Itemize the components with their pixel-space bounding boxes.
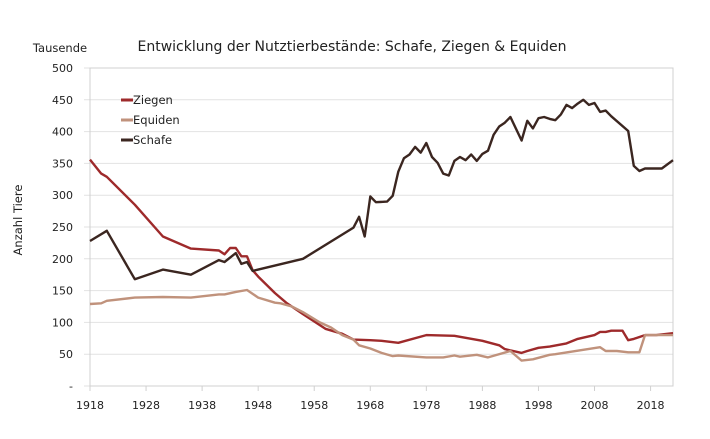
y-tick-label: 200 (52, 253, 73, 266)
x-tick-label: 2008 (581, 399, 609, 412)
series-line-ziegen (89, 158, 674, 355)
x-tick-label: 1988 (468, 399, 496, 412)
x-tick-label: 1928 (132, 399, 160, 412)
legend-swatch-schafe (121, 138, 133, 142)
x-tick-label: 1978 (412, 399, 440, 412)
x-tick-label: 1938 (188, 399, 216, 412)
x-tick-label: 1958 (300, 399, 328, 412)
y-axis-label: Anzahl Tiere (11, 185, 25, 256)
y-tick-label: 450 (52, 94, 73, 107)
legend-swatch-equiden (121, 118, 133, 122)
series-line-equiden (89, 288, 673, 362)
y-tick-label: 300 (52, 189, 73, 202)
y-tick-label: 250 (52, 221, 73, 234)
y-tick-label: 100 (52, 316, 73, 329)
legend-label: Ziegen (133, 93, 173, 107)
y-tick-label: 50 (59, 348, 73, 361)
x-tick-label: 1968 (356, 399, 384, 412)
legend-label: Equiden (133, 113, 180, 127)
y-tick-label: 500 (52, 62, 73, 75)
x-tick-label: 2018 (637, 399, 665, 412)
chart-title: Entwicklung der Nutztierbestände: Schafe… (138, 39, 567, 55)
x-tick-label: 1918 (76, 399, 104, 412)
plot-frame (89, 67, 674, 387)
series-lines (89, 98, 674, 362)
x-axis: 1918 1928 1938 1948 1958 1968 1978 1988 1998 2008… (76, 386, 665, 412)
y-tick-label: 150 (52, 285, 73, 298)
legend: Ziegen Equiden Schafe (121, 93, 180, 147)
y-unit-label: Tausende (32, 41, 87, 55)
x-tick-label: 1998 (524, 399, 552, 412)
legend-label: Schafe (133, 133, 172, 147)
x-tick-label: 1948 (244, 399, 272, 412)
y-axis: - 50 100 150 200 250 300 350 400 450 500 (52, 62, 73, 393)
series-line-schafe (89, 98, 674, 281)
y-tick-label: 400 (52, 126, 73, 139)
y-tick-label: 350 (52, 157, 73, 170)
y-tick-label: - (69, 380, 73, 393)
legend-swatch-ziegen (121, 98, 133, 102)
